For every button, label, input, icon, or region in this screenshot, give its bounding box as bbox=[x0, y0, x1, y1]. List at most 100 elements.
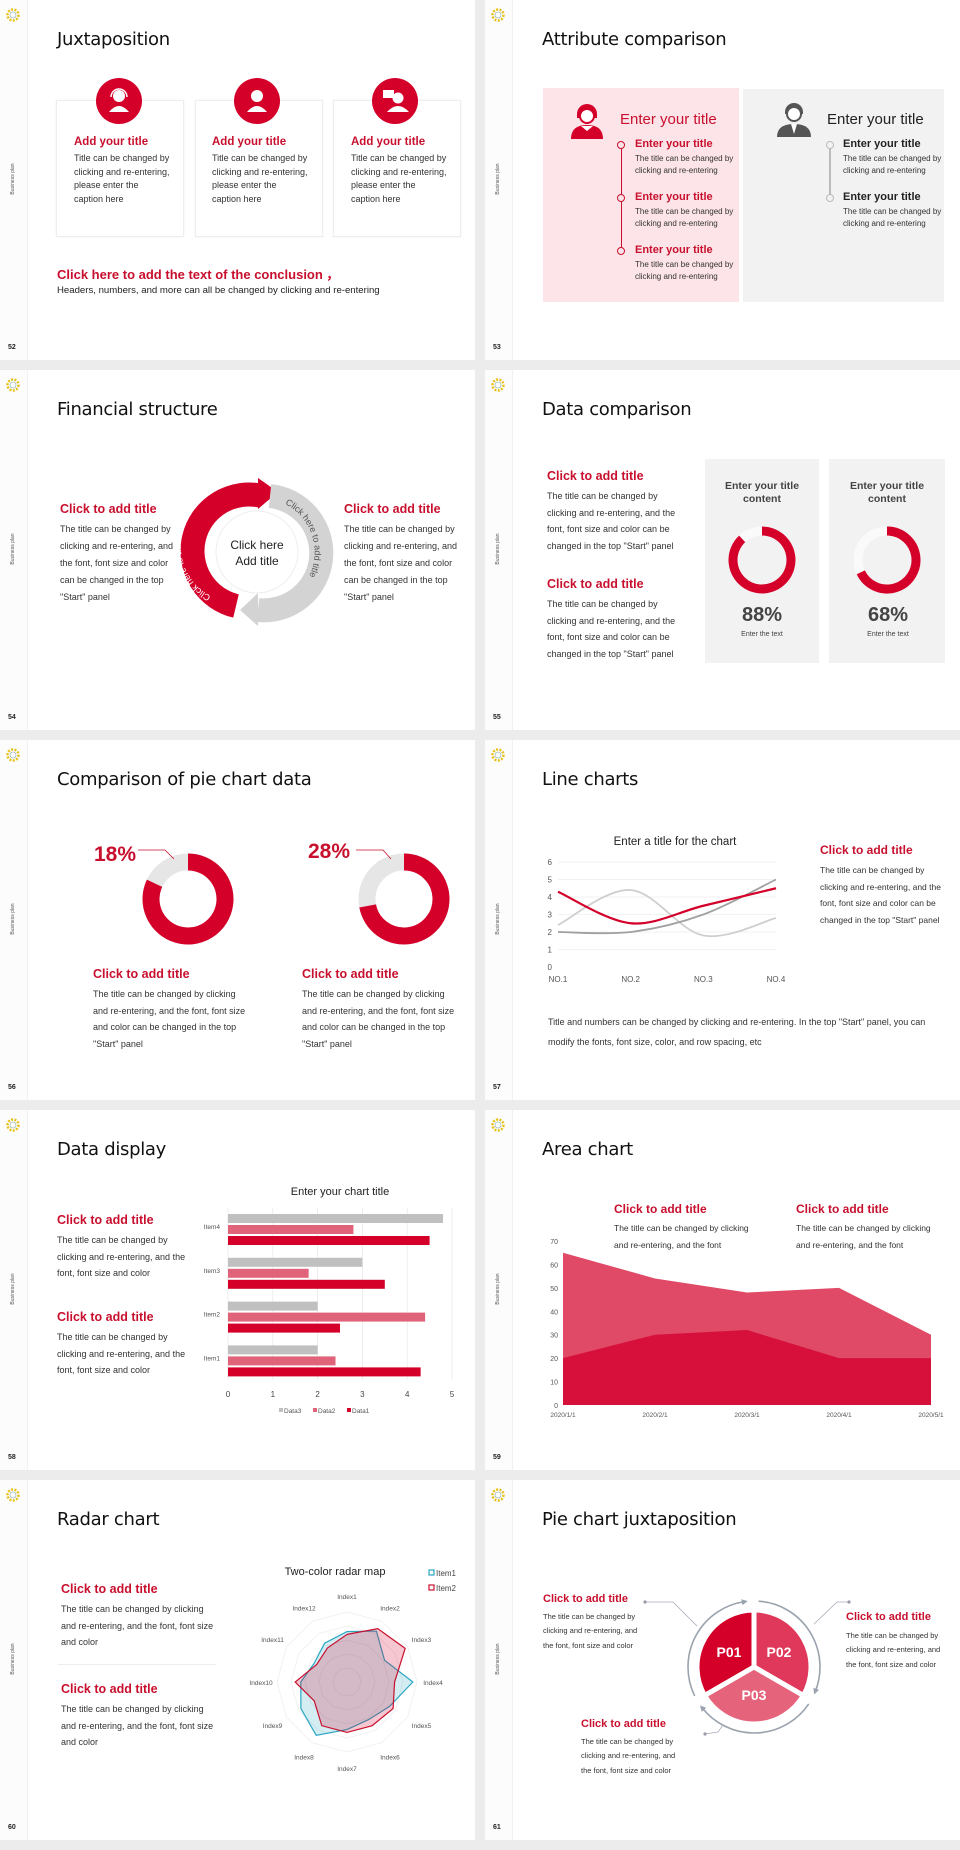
block-title: Click to add title bbox=[93, 967, 190, 981]
donut-chart-18 bbox=[142, 853, 234, 945]
legend-swatch bbox=[279, 1408, 283, 1412]
conclusion-title: Click here to add the text of the conclu… bbox=[57, 267, 340, 282]
slide-sidebar: Business plan 60 bbox=[0, 1480, 28, 1840]
card-title: Add your title bbox=[212, 136, 287, 148]
radar-chart: Index1 Index2 Index3 Index4 Index5 Index6 Inde… bbox=[249, 1569, 457, 1773]
legend-swatch bbox=[428, 1569, 435, 1576]
center-label-line2: Add title bbox=[235, 554, 279, 568]
y-tick-label: 2 bbox=[548, 928, 553, 937]
page-number: 52 bbox=[8, 344, 16, 351]
slide-sidebar: Business plan 53 bbox=[485, 0, 513, 360]
y-tick-label: 30 bbox=[550, 1333, 558, 1340]
leader-line bbox=[138, 849, 175, 860]
bar-Data3-Item1 bbox=[228, 1345, 318, 1355]
bar-Data2-Item4 bbox=[228, 1225, 354, 1234]
chart-paragraph: Title and numbers can be changed by clic… bbox=[548, 1017, 926, 1047]
card-body: Title can be changed by clicking and re-… bbox=[351, 153, 447, 204]
category-label: Item3 bbox=[204, 1268, 221, 1275]
presenter-icon bbox=[372, 78, 418, 124]
slide-53[interactable]: Business plan 53 Attribute comparison En… bbox=[485, 0, 960, 360]
ring-arrow-head bbox=[813, 1687, 820, 1695]
y-tick-label: 4 bbox=[548, 893, 553, 902]
gear-logo-icon bbox=[491, 8, 505, 22]
gear-logo-icon bbox=[6, 1118, 20, 1132]
slide-sidebar: Business plan 61 bbox=[485, 1480, 513, 1840]
legend-label: Data3 bbox=[284, 1408, 302, 1415]
slide-56[interactable]: Business plan 56 Comparison of pie chart… bbox=[0, 740, 475, 1100]
bar-Data1-Item3 bbox=[228, 1279, 385, 1289]
slide-60[interactable]: Business plan 60 Radar chart Click to ad… bbox=[0, 1480, 475, 1840]
slide-61[interactable]: Business plan 61 Pie chart juxtaposition… bbox=[485, 1480, 960, 1840]
x-tick-label: NO.4 bbox=[767, 975, 786, 984]
ring-arrow-head bbox=[700, 1705, 707, 1712]
y-tick-label: 1 bbox=[548, 946, 553, 955]
block-body: The title can be changed by clicking and… bbox=[796, 1223, 931, 1250]
item-body: The title can be changed by clicking and… bbox=[843, 207, 942, 228]
page-number: 57 bbox=[493, 1084, 501, 1091]
chart-title: Two-color radar map bbox=[284, 1566, 386, 1578]
block-title: Click to add title bbox=[61, 1682, 158, 1696]
slide-59[interactable]: Business plan 59 Area chart 0 10 20 30 40 50 6… bbox=[485, 1110, 960, 1470]
ring-arrow-head bbox=[741, 1599, 748, 1606]
donut-chart-28 bbox=[358, 853, 450, 945]
leader-line bbox=[356, 849, 392, 860]
panel-title: Enter your title content bbox=[724, 480, 800, 505]
radar-axis-label: Index8 bbox=[294, 1754, 314, 1761]
radar-axis-label: Index7 bbox=[337, 1766, 357, 1773]
block-title: Click to add title bbox=[581, 1718, 666, 1730]
y-tick-label: 50 bbox=[550, 1286, 558, 1293]
block-body: The title can be changed by clicking and… bbox=[57, 1332, 186, 1376]
slide-sidebar: Business plan 57 bbox=[485, 740, 513, 1100]
donut-chart-88 bbox=[728, 526, 796, 594]
donut-comparison bbox=[138, 849, 450, 945]
slide-58[interactable]: Business plan 58 Data display Click to a… bbox=[0, 1110, 475, 1470]
slide-54[interactable]: Business plan 54 Financial structure Cli… bbox=[0, 370, 475, 730]
headset-person-icon bbox=[96, 78, 142, 124]
slide-57[interactable]: Business plan 57 Line charts Enter a tit… bbox=[485, 740, 960, 1100]
item-body: The title can be changed by clicking and… bbox=[635, 207, 734, 228]
y-tick-label: 0 bbox=[554, 1403, 558, 1410]
y-tick-label: 3 bbox=[548, 911, 553, 920]
donut-stats bbox=[728, 526, 921, 594]
block-title: Click to add title bbox=[614, 1202, 707, 1216]
gear-logo-icon bbox=[491, 378, 505, 392]
pie-chart: P01 P02 P03 bbox=[643, 1599, 851, 1736]
slide-sidebar: Business plan 58 bbox=[0, 1110, 28, 1470]
donut-label: 28% bbox=[308, 840, 351, 863]
x-tick-label: NO.2 bbox=[621, 975, 640, 984]
donut-chart-68 bbox=[853, 526, 921, 594]
x-tick-label: 2020/4/1 bbox=[826, 1412, 852, 1419]
page-number: 59 bbox=[493, 1454, 501, 1461]
stat-caption: Enter the text bbox=[867, 631, 909, 638]
ring-arrow-arc bbox=[687, 1600, 745, 1697]
radar-series-Item1 bbox=[300, 1630, 414, 1737]
block-title: Click to add title bbox=[57, 1310, 154, 1324]
slide-52[interactable]: Business plan 52 Juxtaposition Add your … bbox=[0, 0, 475, 360]
radar-grid-ring bbox=[332, 1667, 362, 1697]
radar-axis-label: Index6 bbox=[380, 1754, 400, 1761]
block-body: The title can be changed by clicking and… bbox=[820, 865, 941, 926]
callout-line bbox=[704, 1724, 724, 1735]
x-tick-label: 4 bbox=[405, 1390, 410, 1399]
pie-segment-label: P03 bbox=[742, 1687, 767, 1703]
card bbox=[333, 100, 461, 237]
block-title: Click to add title bbox=[543, 1593, 628, 1605]
bar-Data1-Item4 bbox=[228, 1236, 430, 1245]
y-tick-label: 20 bbox=[550, 1356, 558, 1363]
slide-title: Financial structure bbox=[57, 399, 218, 420]
legend-label: Data2 bbox=[318, 1408, 336, 1415]
category-label: Item2 bbox=[204, 1312, 221, 1319]
gear-logo-icon bbox=[6, 1488, 20, 1502]
slide-55[interactable]: Business plan 55 Data comparison Click t… bbox=[485, 370, 960, 730]
timeline-line bbox=[829, 145, 831, 198]
slide-title: Data display bbox=[57, 1139, 167, 1160]
slide-title: Area chart bbox=[542, 1139, 633, 1160]
legend-label: Item1 bbox=[436, 1569, 457, 1578]
page-number: 58 bbox=[8, 1454, 16, 1461]
slide-sidebar: Business plan 52 bbox=[0, 0, 28, 360]
bar-Data2-Item3 bbox=[228, 1268, 309, 1278]
line-series-1 bbox=[557, 889, 777, 938]
x-tick-label: 3 bbox=[360, 1390, 365, 1399]
stat-caption: Enter the text bbox=[741, 631, 783, 638]
pink-panel bbox=[543, 88, 739, 302]
